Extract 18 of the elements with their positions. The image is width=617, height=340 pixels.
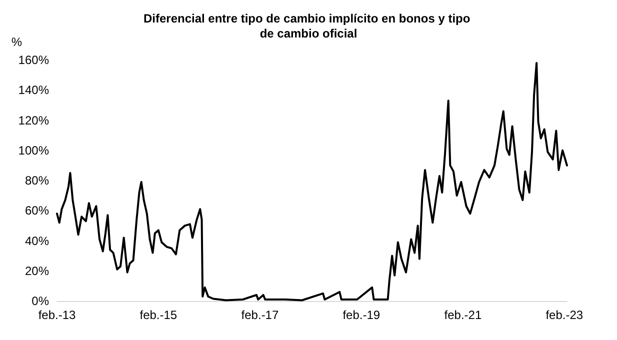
y-axis-title: % bbox=[11, 35, 22, 49]
y-tick-label: 20% bbox=[24, 264, 50, 278]
y-tick-label: 120% bbox=[18, 113, 50, 128]
x-tick-label: feb.-23 bbox=[546, 308, 584, 322]
y-tick-label: 60% bbox=[24, 204, 50, 218]
y-tick-label: 0% bbox=[32, 294, 50, 308]
chart-title: Diferencial entre tipo de cambio implícito en bonos y tipo de cambio oficial bbox=[143, 12, 474, 40]
x-tick-label: feb.-17 bbox=[241, 308, 279, 322]
x-tick-label: feb.-21 bbox=[444, 308, 482, 322]
y-tick-label: 140% bbox=[18, 83, 50, 98]
x-tick-label: feb.-13 bbox=[38, 308, 76, 322]
y-tick-label: 80% bbox=[24, 174, 50, 188]
y-tick-label: 160% bbox=[18, 53, 50, 67]
x-tick-label: feb.-15 bbox=[140, 308, 178, 322]
y-tick-label: 100% bbox=[18, 143, 50, 158]
line-series bbox=[56, 62, 568, 302]
y-tick-label: 40% bbox=[24, 234, 50, 248]
x-tick-label: feb.-19 bbox=[342, 308, 380, 322]
